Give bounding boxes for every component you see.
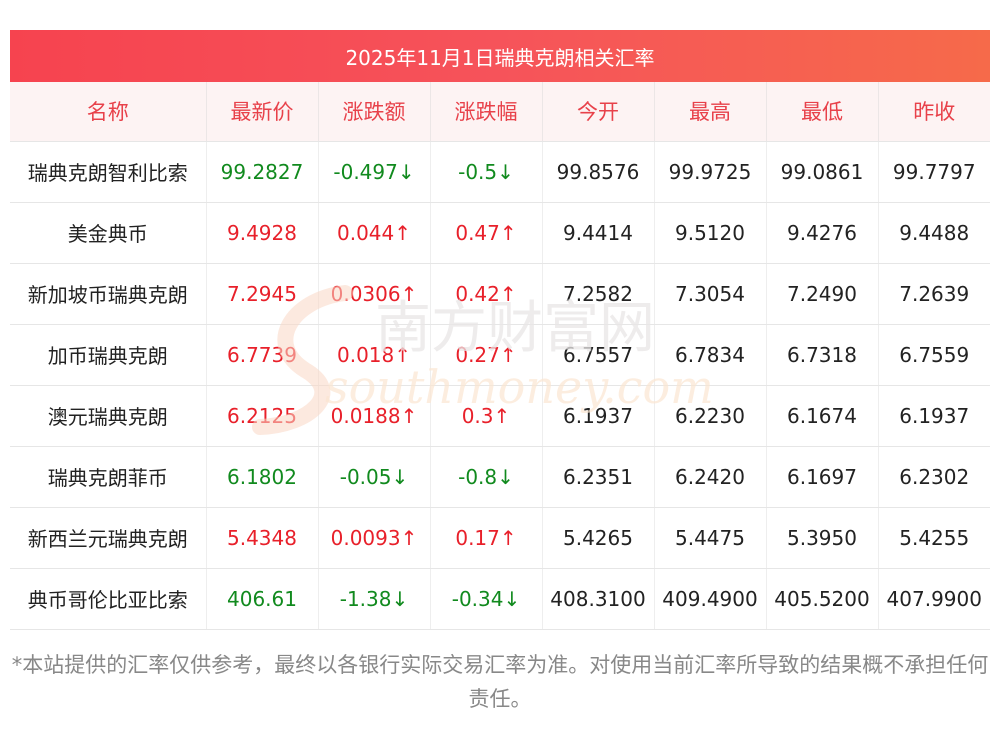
table-row: 美金典币 9.4928 0.044↑ 0.47↑ 9.4414 9.5120 9.4276 9…	[10, 202, 990, 264]
cell-low: 5.3950	[766, 507, 879, 569]
table-row: 新西兰元瑞典克朗 5.4348 0.0093↑ 0.17↑ 5.4265 5.4475 5.…	[10, 507, 990, 569]
cell-open: 6.2351	[542, 446, 655, 508]
rates-panel: 2025年11月1日瑞典克朗相关汇率 名称 最新价 涨跌额 涨跌幅 今开 最高 …	[10, 30, 990, 630]
cell-prev: 9.4488	[878, 202, 990, 264]
table-row: 瑞典克朗菲币 6.1802 -0.05↓ -0.8↓ 6.2351 6.2420 6.169…	[10, 446, 990, 508]
table-row: 澳元瑞典克朗 6.2125 0.0188↑ 0.3↑ 6.1937 6.2230 6.167…	[10, 385, 990, 447]
cell-change: 0.018↑	[318, 324, 431, 386]
cell-latest: 6.1802	[206, 446, 319, 508]
cell-name: 瑞典克朗菲币	[10, 446, 207, 508]
col-header-name: 名称	[10, 82, 207, 142]
cell-latest: 7.2945	[206, 263, 319, 325]
cell-low: 6.7318	[766, 324, 879, 386]
cell-pct: -0.5↓	[430, 141, 543, 203]
cell-high: 99.9725	[654, 141, 767, 203]
cell-prev: 407.9900	[878, 568, 990, 630]
cell-name: 加币瑞典克朗	[10, 324, 207, 386]
cell-open: 99.8576	[542, 141, 655, 203]
col-header-prev: 昨收	[878, 82, 990, 142]
cell-low: 99.0861	[766, 141, 879, 203]
cell-high: 409.4900	[654, 568, 767, 630]
cell-name: 新加坡币瑞典克朗	[10, 263, 207, 325]
cell-open: 7.2582	[542, 263, 655, 325]
cell-pct: 0.47↑	[430, 202, 543, 264]
cell-prev: 7.2639	[878, 263, 990, 325]
cell-low: 6.1674	[766, 385, 879, 447]
rates-table: 名称 最新价 涨跌额 涨跌幅 今开 最高 最低 昨收 瑞典克朗智利比索 99.28…	[10, 82, 990, 630]
table-row: 瑞典克朗智利比索 99.2827 -0.497↓ -0.5↓ 99.8576 99.972…	[10, 141, 990, 203]
cell-latest: 9.4928	[206, 202, 319, 264]
col-header-low: 最低	[766, 82, 879, 142]
cell-prev: 6.2302	[878, 446, 990, 508]
cell-latest: 5.4348	[206, 507, 319, 569]
cell-prev: 6.7559	[878, 324, 990, 386]
cell-low: 9.4276	[766, 202, 879, 264]
cell-high: 6.2230	[654, 385, 767, 447]
col-header-change: 涨跌额	[318, 82, 431, 142]
cell-change: -0.497↓	[318, 141, 431, 203]
cell-name: 典币哥伦比亚比索	[10, 568, 207, 630]
cell-low: 6.1697	[766, 446, 879, 508]
cell-prev: 99.7797	[878, 141, 990, 203]
cell-pct: -0.8↓	[430, 446, 543, 508]
cell-high: 5.4475	[654, 507, 767, 569]
table-row: 新加坡币瑞典克朗 7.2945 0.0306↑ 0.42↑ 7.2582 7.3054 7.…	[10, 263, 990, 325]
disclaimer: *本站提供的汇率仅供参考，最终以各银行实际交易汇率为准。对使用当前汇率所导致的结…	[11, 653, 989, 711]
cell-low: 405.5200	[766, 568, 879, 630]
cell-open: 408.3100	[542, 568, 655, 630]
table-row: 加币瑞典克朗 6.7739 0.018↑ 0.27↑ 6.7557 6.7834 6.731…	[10, 324, 990, 386]
cell-open: 5.4265	[542, 507, 655, 569]
header-row: 名称 最新价 涨跌额 涨跌幅 今开 最高 最低 昨收	[10, 82, 990, 142]
col-header-open: 今开	[542, 82, 655, 142]
cell-change: 0.0188↑	[318, 385, 431, 447]
col-header-pct: 涨跌幅	[430, 82, 543, 142]
table-title: 2025年11月1日瑞典克朗相关汇率	[10, 30, 990, 82]
cell-pct: 0.27↑	[430, 324, 543, 386]
cell-pct: 0.42↑	[430, 263, 543, 325]
cell-high: 9.5120	[654, 202, 767, 264]
cell-change: -1.38↓	[318, 568, 431, 630]
cell-low: 7.2490	[766, 263, 879, 325]
table-row: 典币哥伦比亚比索 406.61 -1.38↓ -0.34↓ 408.3100 409.49…	[10, 568, 990, 630]
cell-latest: 6.2125	[206, 385, 319, 447]
cell-latest: 6.7739	[206, 324, 319, 386]
cell-high: 6.2420	[654, 446, 767, 508]
cell-pct: -0.34↓	[430, 568, 543, 630]
cell-open: 9.4414	[542, 202, 655, 264]
cell-latest: 406.61	[206, 568, 319, 630]
cell-name: 瑞典克朗智利比索	[10, 141, 207, 203]
cell-change: -0.05↓	[318, 446, 431, 508]
cell-prev: 6.1937	[878, 385, 990, 447]
cell-name: 澳元瑞典克朗	[10, 385, 207, 447]
cell-change: 0.0306↑	[318, 263, 431, 325]
cell-change: 0.0093↑	[318, 507, 431, 569]
cell-pct: 0.17↑	[430, 507, 543, 569]
col-header-high: 最高	[654, 82, 767, 142]
cell-change: 0.044↑	[318, 202, 431, 264]
cell-latest: 99.2827	[206, 141, 319, 203]
cell-high: 7.3054	[654, 263, 767, 325]
cell-prev: 5.4255	[878, 507, 990, 569]
cell-high: 6.7834	[654, 324, 767, 386]
cell-open: 6.7557	[542, 324, 655, 386]
cell-name: 新西兰元瑞典克朗	[10, 507, 207, 569]
cell-name: 美金典币	[10, 202, 207, 264]
cell-pct: 0.3↑	[430, 385, 543, 447]
cell-open: 6.1937	[542, 385, 655, 447]
col-header-latest: 最新价	[206, 82, 319, 142]
